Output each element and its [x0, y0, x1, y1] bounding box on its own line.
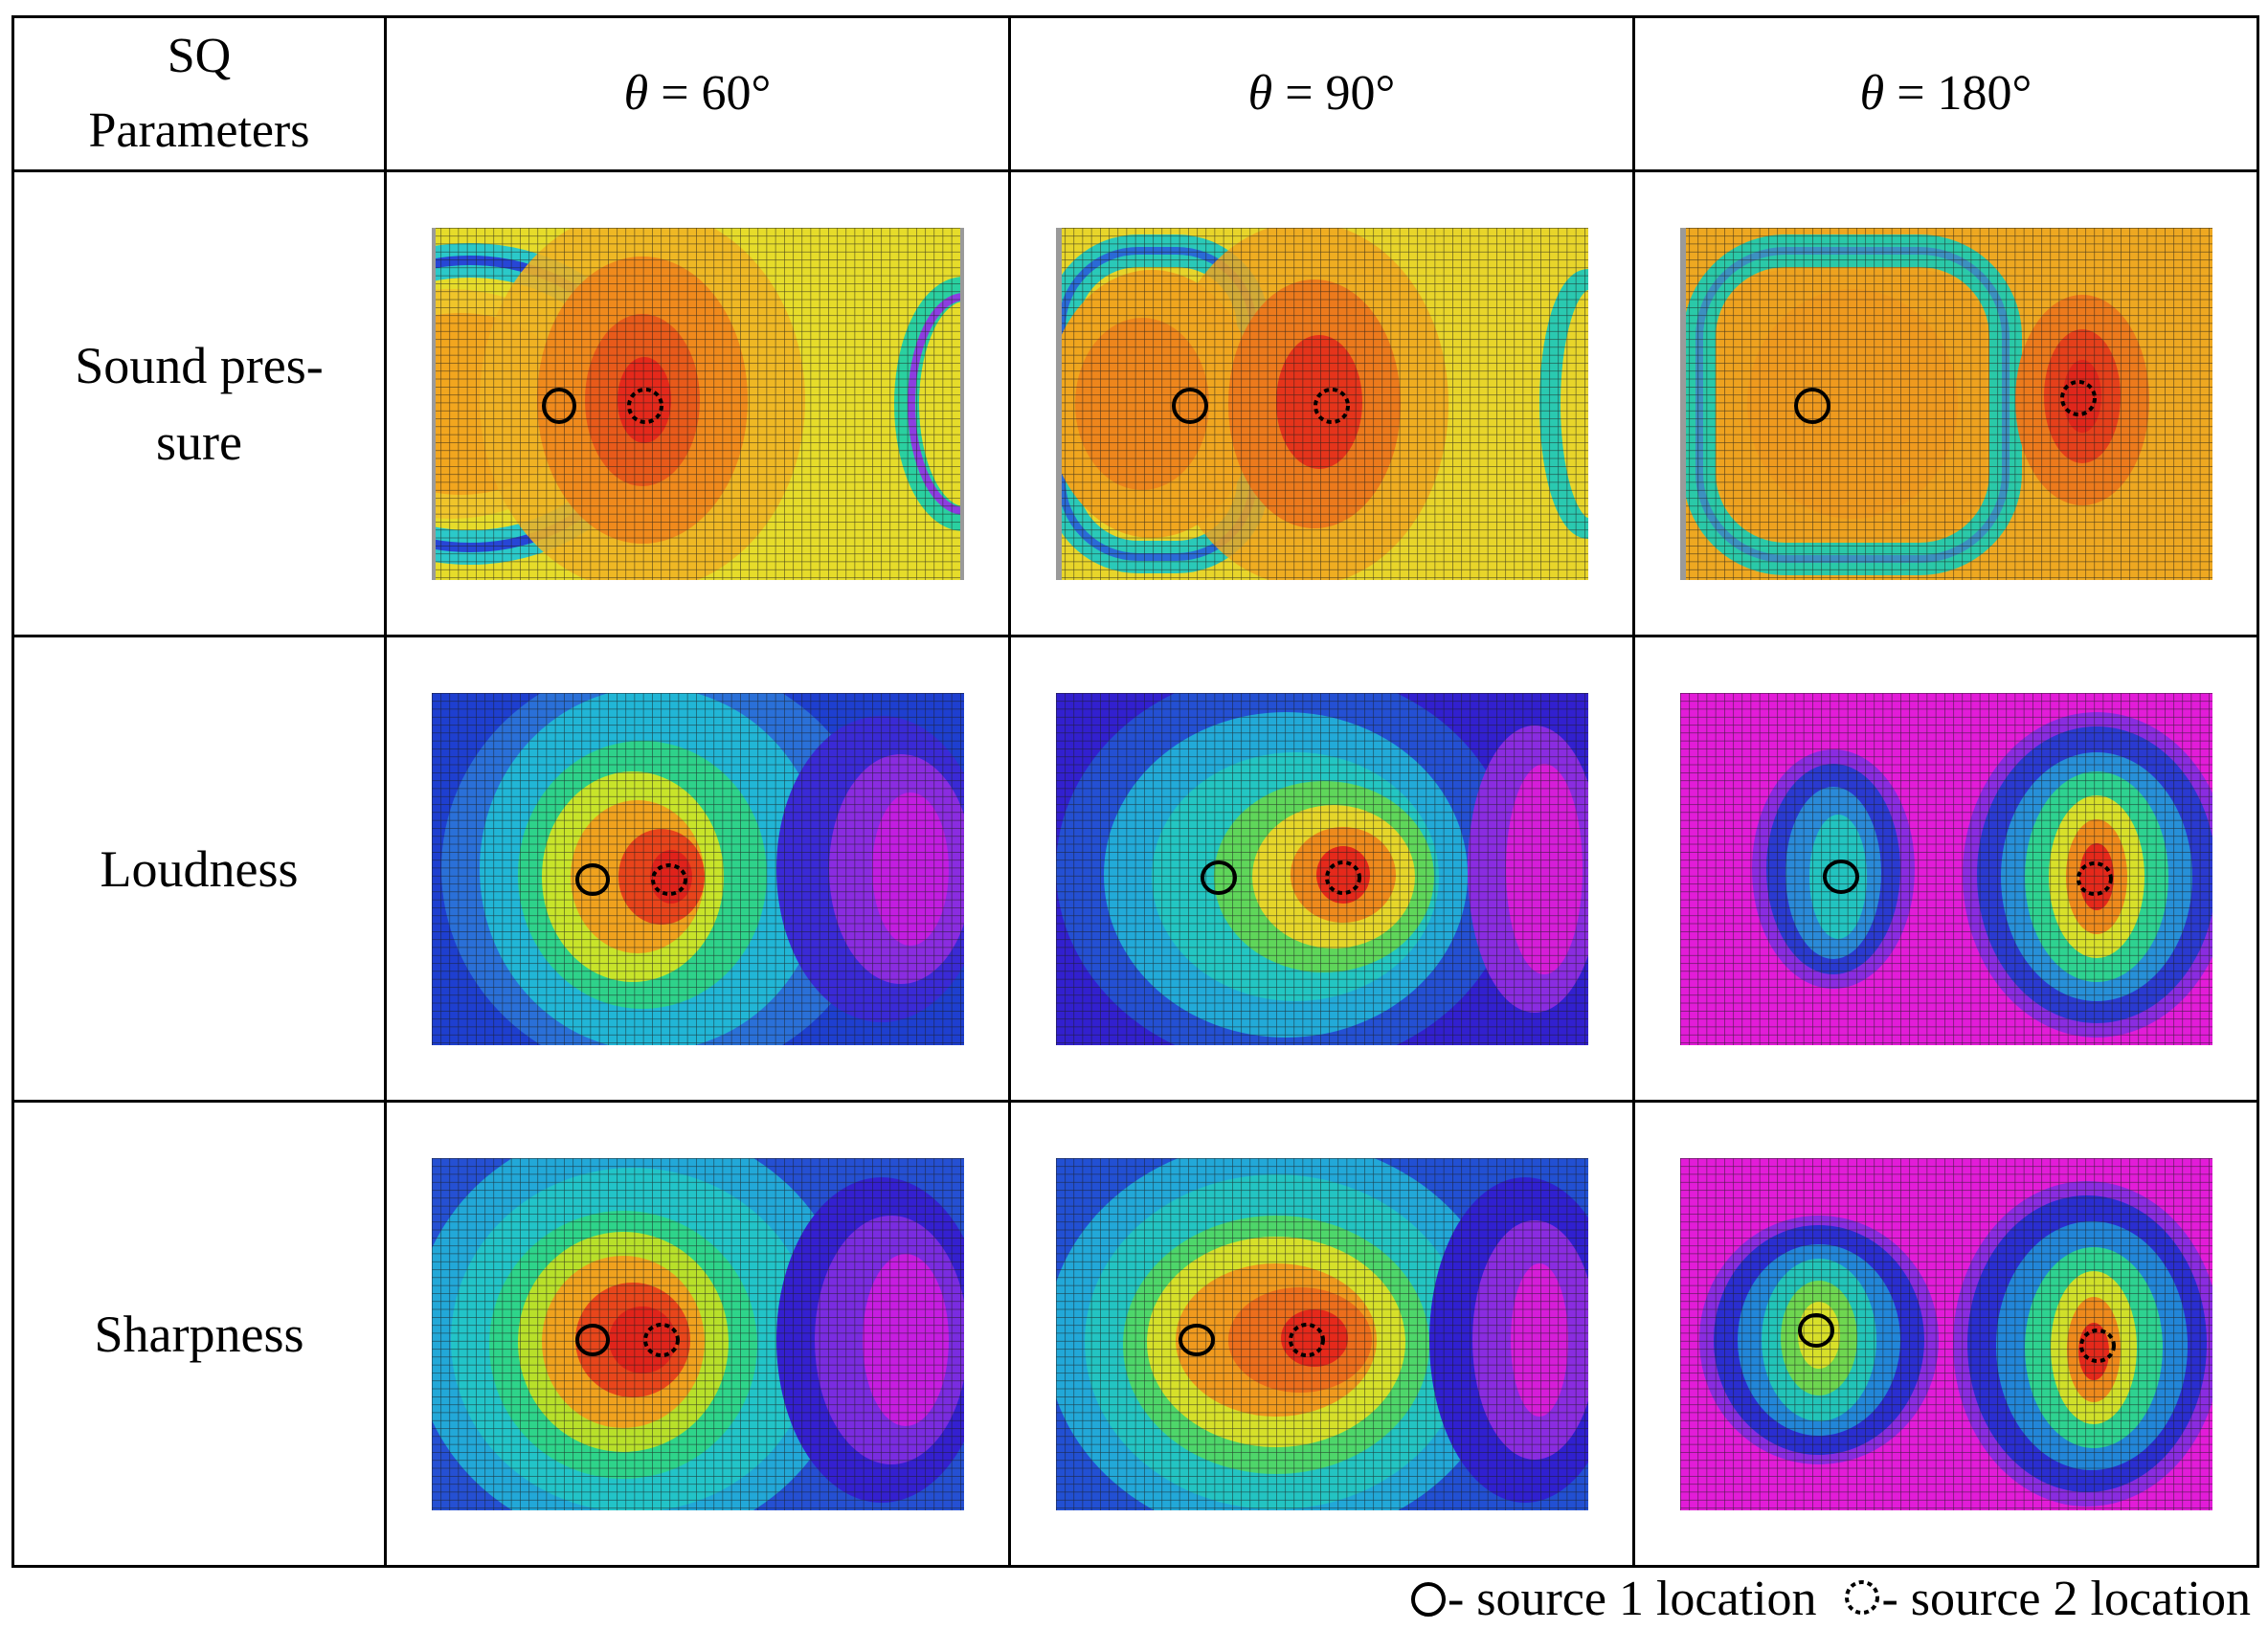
column-header-180: θ = 180°	[1632, 15, 2259, 172]
source-1-marker	[1822, 859, 1859, 894]
row-label-cell: Sound pres- sure	[11, 169, 387, 637]
source-1-marker	[1797, 1312, 1834, 1348]
theta-symbol: θ	[1247, 66, 1273, 121]
row-label-line1: Sound pres-	[75, 336, 324, 394]
heatmap-loudness-90	[1055, 692, 1588, 1045]
source-2-legend-icon	[1845, 1580, 1880, 1615]
source-2-marker	[2078, 1328, 2116, 1363]
cell-sound-pressure-180	[1632, 169, 2259, 637]
source-1-marker	[541, 387, 576, 424]
cell-sound-pressure-60	[384, 169, 1011, 637]
source-2-marker	[642, 1322, 680, 1357]
row-label-line1: Sharpness	[94, 1305, 304, 1363]
corner-header-cell: SQ Parameters	[11, 15, 387, 172]
source-1-legend-label: - source 1 location	[1447, 1571, 1817, 1626]
cell-sharpness-180	[1632, 1100, 2259, 1568]
row-label-line1: Loudness	[100, 839, 299, 898]
heatmap-sound-pressure-90	[1055, 227, 1588, 580]
source-2-marker	[2076, 860, 2113, 896]
corner-label-line2: Parameters	[88, 103, 310, 158]
source-2-marker	[2059, 379, 2097, 416]
angle-value: = 90°	[1272, 66, 1396, 121]
heatmap-sharpness-180	[1679, 1157, 2212, 1510]
source-2-marker	[626, 387, 663, 424]
row-loudness: Loudness	[11, 635, 2259, 1103]
heatmap-loudness-180	[1679, 692, 2212, 1045]
source-2-marker	[1324, 860, 1361, 895]
heatmap-sound-pressure-60	[431, 227, 964, 580]
source-1-marker	[1171, 387, 1208, 424]
row-label-line2: sure	[156, 413, 242, 471]
sq-parameters-table: SQ Parameters θ = 60° θ = 90° θ = 180° S…	[11, 15, 2259, 1568]
source-1-marker	[1200, 860, 1237, 895]
source-2-legend-label: - source 2 location	[1881, 1571, 2251, 1626]
cell-loudness-60	[384, 635, 1011, 1103]
heatmap-sound-pressure-180	[1679, 227, 2212, 580]
row-sharpness: Sharpness	[11, 1100, 2259, 1568]
source-1-marker	[1793, 387, 1830, 424]
heatmap-sharpness-60	[431, 1157, 964, 1510]
cell-sharpness-90	[1008, 1100, 1635, 1568]
source-2-marker	[1288, 1322, 1325, 1357]
corner-label-line1: SQ	[167, 29, 232, 83]
column-header-60: θ = 60°	[384, 15, 1011, 172]
header-row: SQ Parameters θ = 60° θ = 90° θ = 180°	[11, 15, 2259, 172]
source-2-marker	[650, 862, 687, 896]
column-header-90: θ = 90°	[1008, 15, 1635, 172]
theta-symbol: θ	[1859, 66, 1885, 121]
cell-loudness-90	[1008, 635, 1635, 1103]
cell-loudness-180	[1632, 635, 2259, 1103]
source-1-marker	[1178, 1323, 1215, 1356]
source-1-legend-icon	[1410, 1582, 1446, 1617]
angle-value: = 60°	[648, 66, 772, 121]
theta-symbol: θ	[623, 66, 649, 121]
legend: - source 1 location - source 2 location	[1409, 1570, 2251, 1627]
row-label-cell: Sharpness	[11, 1100, 387, 1568]
cell-sharpness-60	[384, 1100, 1011, 1568]
heatmap-loudness-60	[431, 692, 964, 1045]
row-label-cell: Loudness	[11, 635, 387, 1103]
source-1-marker	[574, 1323, 610, 1356]
angle-value: = 180°	[1884, 66, 2032, 121]
heatmap-sharpness-90	[1055, 1157, 1588, 1510]
source-2-marker	[1313, 387, 1350, 424]
cell-sound-pressure-90	[1008, 169, 1635, 637]
source-1-marker	[574, 862, 610, 896]
row-sound-pressure: Sound pres- sure	[11, 169, 2259, 637]
